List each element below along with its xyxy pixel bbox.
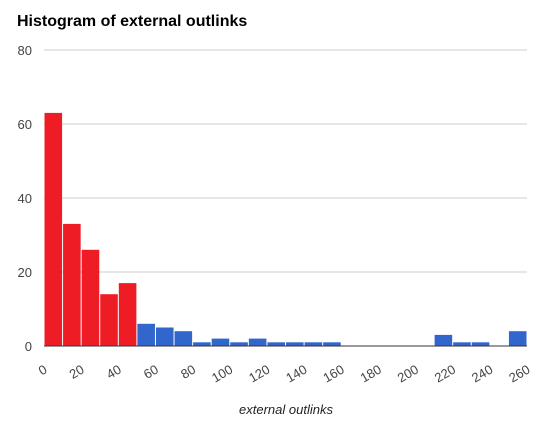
- x-tick-label: 260: [506, 362, 532, 386]
- x-tick-label: 200: [395, 362, 421, 386]
- x-tick-label: 160: [320, 362, 346, 386]
- y-tick-label: 40: [18, 191, 32, 206]
- chart-title: Histogram of external outlinks: [17, 13, 247, 30]
- y-tick-label: 60: [18, 117, 32, 132]
- y-axis-ticks: 0 20 40 60 80: [18, 43, 32, 354]
- x-axis-ticks: 0 20 40 60 80 100 120 140 160 180 200 220 240 260: [36, 362, 533, 386]
- histogram-bar: [211, 338, 230, 346]
- histogram-bar: [286, 342, 304, 346]
- histogram-bar: [323, 342, 341, 346]
- x-tick-label: 120: [246, 362, 272, 386]
- y-tick-label: 80: [18, 43, 32, 58]
- histogram-bar: [508, 331, 527, 346]
- histogram-bar: [193, 342, 211, 346]
- gridlines: [44, 49, 527, 273]
- x-tick-label: 80: [178, 362, 198, 382]
- x-tick-label: 240: [469, 362, 495, 386]
- histogram-bar: [44, 112, 63, 347]
- histogram-bar: [434, 334, 453, 346]
- x-tick-label: 180: [358, 362, 384, 386]
- histogram-bar: [230, 342, 248, 346]
- histogram-bar: [155, 327, 174, 346]
- x-tick-label: 20: [67, 362, 87, 382]
- histogram-bar: [81, 249, 100, 346]
- x-axis-label: external outlinks: [239, 402, 333, 417]
- histogram-bar: [267, 342, 285, 346]
- histogram-bar: [471, 342, 490, 346]
- histogram-bar: [174, 331, 193, 346]
- histogram-bar: [100, 294, 118, 346]
- histogram-bar: [248, 338, 267, 346]
- histogram-bar: [453, 342, 471, 346]
- histogram-bar: [63, 223, 81, 346]
- x-tick-label: 100: [209, 362, 235, 386]
- histogram-bar: [137, 323, 155, 346]
- y-tick-label: 20: [18, 265, 32, 280]
- x-tick-label: 140: [283, 362, 309, 386]
- x-tick-label: 60: [141, 362, 161, 382]
- histogram-bar: [118, 283, 137, 346]
- y-tick-label: 0: [25, 339, 32, 354]
- histogram-bar: [304, 342, 323, 346]
- x-tick-label: 220: [432, 362, 458, 386]
- x-tick-label: 0: [36, 362, 50, 379]
- histogram-bars: [44, 112, 527, 347]
- x-tick-label: 40: [104, 362, 124, 382]
